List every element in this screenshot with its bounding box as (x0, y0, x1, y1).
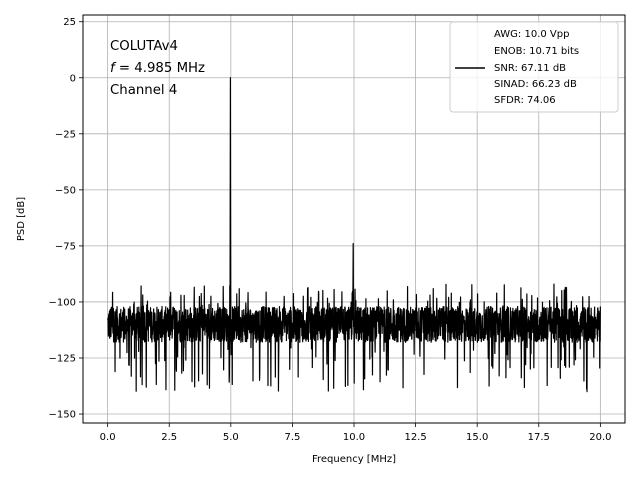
legend-enob: ENOB: 10.71 bits (494, 46, 579, 57)
y-tick: −75 (55, 241, 83, 252)
x-tick: 20.0 (589, 423, 611, 443)
y-tick: 25 (63, 17, 83, 28)
annotation-frequency-symbol: f (110, 61, 117, 76)
x-tick-label: 5.0 (223, 432, 239, 443)
x-tick-label: 0.0 (100, 432, 116, 443)
annotation-device: COLUTAv4 (110, 39, 178, 54)
x-tick-label: 12.5 (404, 432, 426, 443)
y-axis-label: PSD [dB] (16, 197, 27, 241)
x-tick-label: 10.0 (343, 432, 365, 443)
y-tick-label: 25 (63, 17, 76, 28)
y-tick-label: −150 (49, 410, 76, 421)
x-tick-label: 7.5 (284, 432, 300, 443)
y-tick: −125 (49, 353, 83, 364)
x-axis-ticks: 0.0 2.5 5.0 7.5 10.0 12.5 15.0 17.5 20.0 (100, 423, 611, 443)
x-tick: 10.0 (343, 423, 365, 443)
x-tick: 15.0 (466, 423, 488, 443)
x-tick: 2.5 (161, 423, 177, 443)
y-axis-ticks: 25 0 −25 −50 −75 −100 −125 −150 (49, 17, 83, 421)
y-tick-label: −50 (55, 185, 76, 196)
y-tick: −150 (49, 410, 83, 421)
x-tick-label: 15.0 (466, 432, 488, 443)
y-tick: 0 (70, 73, 83, 84)
legend-snr: SNR: 67.11 dB (494, 63, 566, 74)
y-tick-label: 0 (70, 73, 76, 84)
x-tick: 7.5 (284, 423, 300, 443)
y-tick: −25 (55, 129, 83, 140)
legend-box (449, 21, 619, 113)
legend-sfdr: SFDR: 74.06 (494, 95, 556, 106)
x-tick-label: 2.5 (161, 432, 177, 443)
x-tick: 5.0 (223, 423, 239, 443)
annotation-channel: Channel 4 (110, 83, 177, 98)
x-tick: 0.0 (100, 423, 116, 443)
y-tick-label: −75 (55, 241, 76, 252)
annotation-frequency-value: = 4.985 MHz (115, 61, 205, 76)
x-tick-label: 17.5 (528, 432, 550, 443)
x-tick: 12.5 (404, 423, 427, 443)
x-axis-label: Frequency [MHz] (312, 454, 396, 465)
annotation-frequency: f = 4.985 MHz (110, 61, 205, 76)
legend-awg: AWG: 10.0 Vpp (494, 29, 569, 40)
x-tick-label: 20.0 (589, 432, 611, 443)
y-tick-label: −25 (55, 129, 76, 140)
y-tick: −50 (55, 185, 83, 196)
x-tick: 17.5 (528, 423, 550, 443)
psd-line (107, 77, 601, 393)
axes-frame (82, 14, 626, 424)
plot-area (107, 77, 601, 393)
annotation-box: COLUTAv4 f = 4.985 MHz Channel 4 (110, 39, 205, 98)
y-tick-label: −100 (49, 297, 76, 308)
legend: AWG: 10.0 Vpp ENOB: 10.71 bits SNR: 67.1… (449, 21, 619, 113)
legend-sinad: SINAD: 66.23 dB (494, 79, 577, 90)
y-tick: −100 (49, 297, 83, 308)
y-tick-label: −125 (49, 353, 76, 364)
